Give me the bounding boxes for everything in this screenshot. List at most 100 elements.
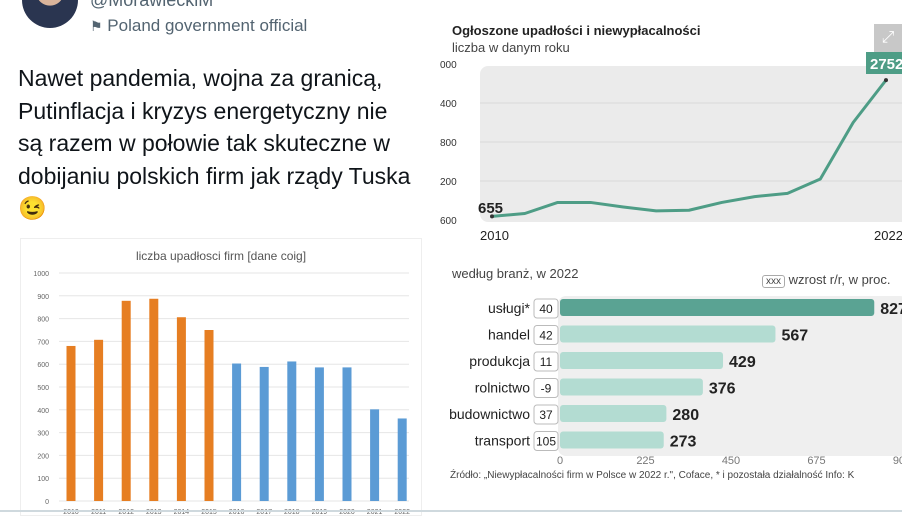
growth-value: 105	[536, 435, 556, 449]
bar	[397, 418, 407, 501]
y-tick-label: 700	[37, 339, 49, 346]
hbar-legend: xxx wzrost r/r, w proc.	[762, 272, 890, 288]
x-tick-label: 2010	[480, 228, 509, 243]
bar-value-label: 273	[670, 434, 697, 451]
x-tick-label: 2017	[256, 509, 272, 515]
growth-value: 42	[539, 329, 553, 343]
flag-icon: ⚑	[90, 18, 103, 34]
growth-box	[533, 378, 559, 398]
growth-box	[533, 351, 559, 372]
x-tick-label: 2012	[118, 509, 134, 515]
start-value-label: 655	[478, 200, 503, 217]
x-tick-label: 2011	[91, 509, 106, 515]
plot-background	[480, 66, 902, 222]
y-tick-label: 1000	[33, 271, 49, 278]
x-tick-label: 2013	[146, 509, 162, 515]
x-tick-label: 2021	[367, 509, 383, 515]
category-label: usługi*	[488, 300, 531, 316]
bar	[342, 367, 352, 501]
growth-box	[533, 404, 559, 425]
user-handle[interactable]: @MorawieckiM	[90, 0, 214, 10]
x-tick-label: 225	[636, 455, 654, 467]
x-tick-label: 2010	[63, 509, 79, 515]
bar	[560, 378, 703, 396]
end-label-bg	[866, 52, 902, 74]
x-tick-label: 2018	[284, 509, 300, 515]
source-note: Źródło: „Niewypłacalności firm w Polsce …	[450, 470, 855, 481]
bar	[94, 339, 104, 501]
x-tick-label: 675	[807, 455, 825, 467]
category-label: transport	[475, 433, 530, 449]
y-tick-label: 100	[37, 476, 49, 483]
tweet-image-bar-chart[interactable]: liczba upadłosci firm [dane coig] 0 100 20…	[20, 238, 422, 516]
badge-text: Poland government official	[107, 16, 308, 35]
y-tick-label: 400	[440, 99, 457, 110]
line-series	[491, 79, 888, 218]
y-tick-label: 900	[37, 294, 49, 301]
bar-value-label: 376	[709, 381, 736, 398]
category-label: handel	[488, 327, 530, 343]
line-chart-title: Ogłoszone upadłości i niewypłacalności	[452, 23, 701, 38]
wink-emoji: 😉	[18, 195, 47, 221]
line-chart-subtitle: liczba w danym roku	[452, 40, 570, 55]
bar-value-label: 280	[672, 407, 699, 424]
hbar-title: według branż, w 2022	[452, 266, 579, 281]
tweet-image-infographic[interactable]: Ogłoszone upadłości i niewypłacalności l…	[440, 0, 902, 496]
bar-value-label: 567	[781, 328, 808, 345]
growth-value: -9	[541, 382, 552, 396]
y-tick-label: 600	[440, 216, 457, 227]
category-label: budownictwo	[449, 406, 530, 422]
bar	[560, 299, 875, 316]
y-tick-label: 200	[440, 177, 457, 188]
x-tick-label: 2020	[339, 509, 355, 515]
bar	[287, 361, 297, 501]
bar	[560, 431, 664, 449]
bar-value-label: 429	[729, 354, 756, 371]
y-tick-label: 800	[37, 317, 49, 324]
account-label: ⚑ Poland government official	[90, 16, 307, 36]
legend-box: xxx	[762, 275, 785, 288]
bar	[149, 298, 159, 501]
y-tick-label: 0	[45, 499, 49, 506]
x-tick-label: 2019	[312, 509, 328, 515]
tweet-body: Nawet pandemia, wojna za granicą, Putinf…	[18, 65, 411, 189]
y-tick-label: 600	[37, 362, 49, 369]
bar	[204, 330, 214, 501]
bar	[232, 363, 242, 501]
x-tick-label: 2022	[394, 509, 410, 515]
x-tick-label: 0	[557, 455, 563, 467]
growth-box	[533, 431, 559, 451]
y-tick-label: 400	[37, 408, 49, 415]
x-tick-label: 2016	[229, 509, 245, 515]
bar-value-label: 827	[880, 301, 902, 318]
line-and-hbar-charts: 600 200 800 400 000 655 2752 2010 2022 usługi* 40 8…	[440, 52, 902, 467]
bar	[560, 352, 724, 369]
bar-chart: 0 100 200 300 400 500 600 700 800 900 1000 2010 2011…	[33, 271, 410, 515]
x-tick-label: 450	[722, 455, 740, 467]
bar	[259, 366, 269, 501]
y-tick-label: 000	[440, 60, 457, 71]
bar	[176, 317, 186, 501]
data-point	[884, 78, 888, 83]
bar	[370, 409, 380, 501]
divider	[0, 510, 902, 512]
growth-value: 37	[539, 408, 553, 422]
y-tick-label: 500	[37, 385, 49, 392]
x-tick-label: 2015	[201, 509, 217, 515]
bar	[66, 345, 76, 501]
x-tick-label: 2022	[874, 228, 902, 243]
growth-value: 11	[540, 355, 553, 369]
category-label: rolnictwo	[475, 380, 530, 396]
data-point	[490, 214, 494, 219]
growth-box	[533, 298, 559, 319]
avatar[interactable]	[22, 0, 78, 28]
chart-title: liczba upadłosci firm [dane coig]	[135, 249, 307, 263]
bar	[560, 325, 776, 343]
x-tick-label: 900	[893, 455, 902, 467]
expand-icon[interactable]: ⤢	[874, 24, 902, 52]
bar	[314, 367, 324, 501]
x-tick-label: 2014	[174, 509, 190, 515]
growth-value: 40	[539, 302, 553, 316]
category-label: produkcja	[469, 353, 530, 369]
end-value-label: 2752	[870, 56, 902, 73]
